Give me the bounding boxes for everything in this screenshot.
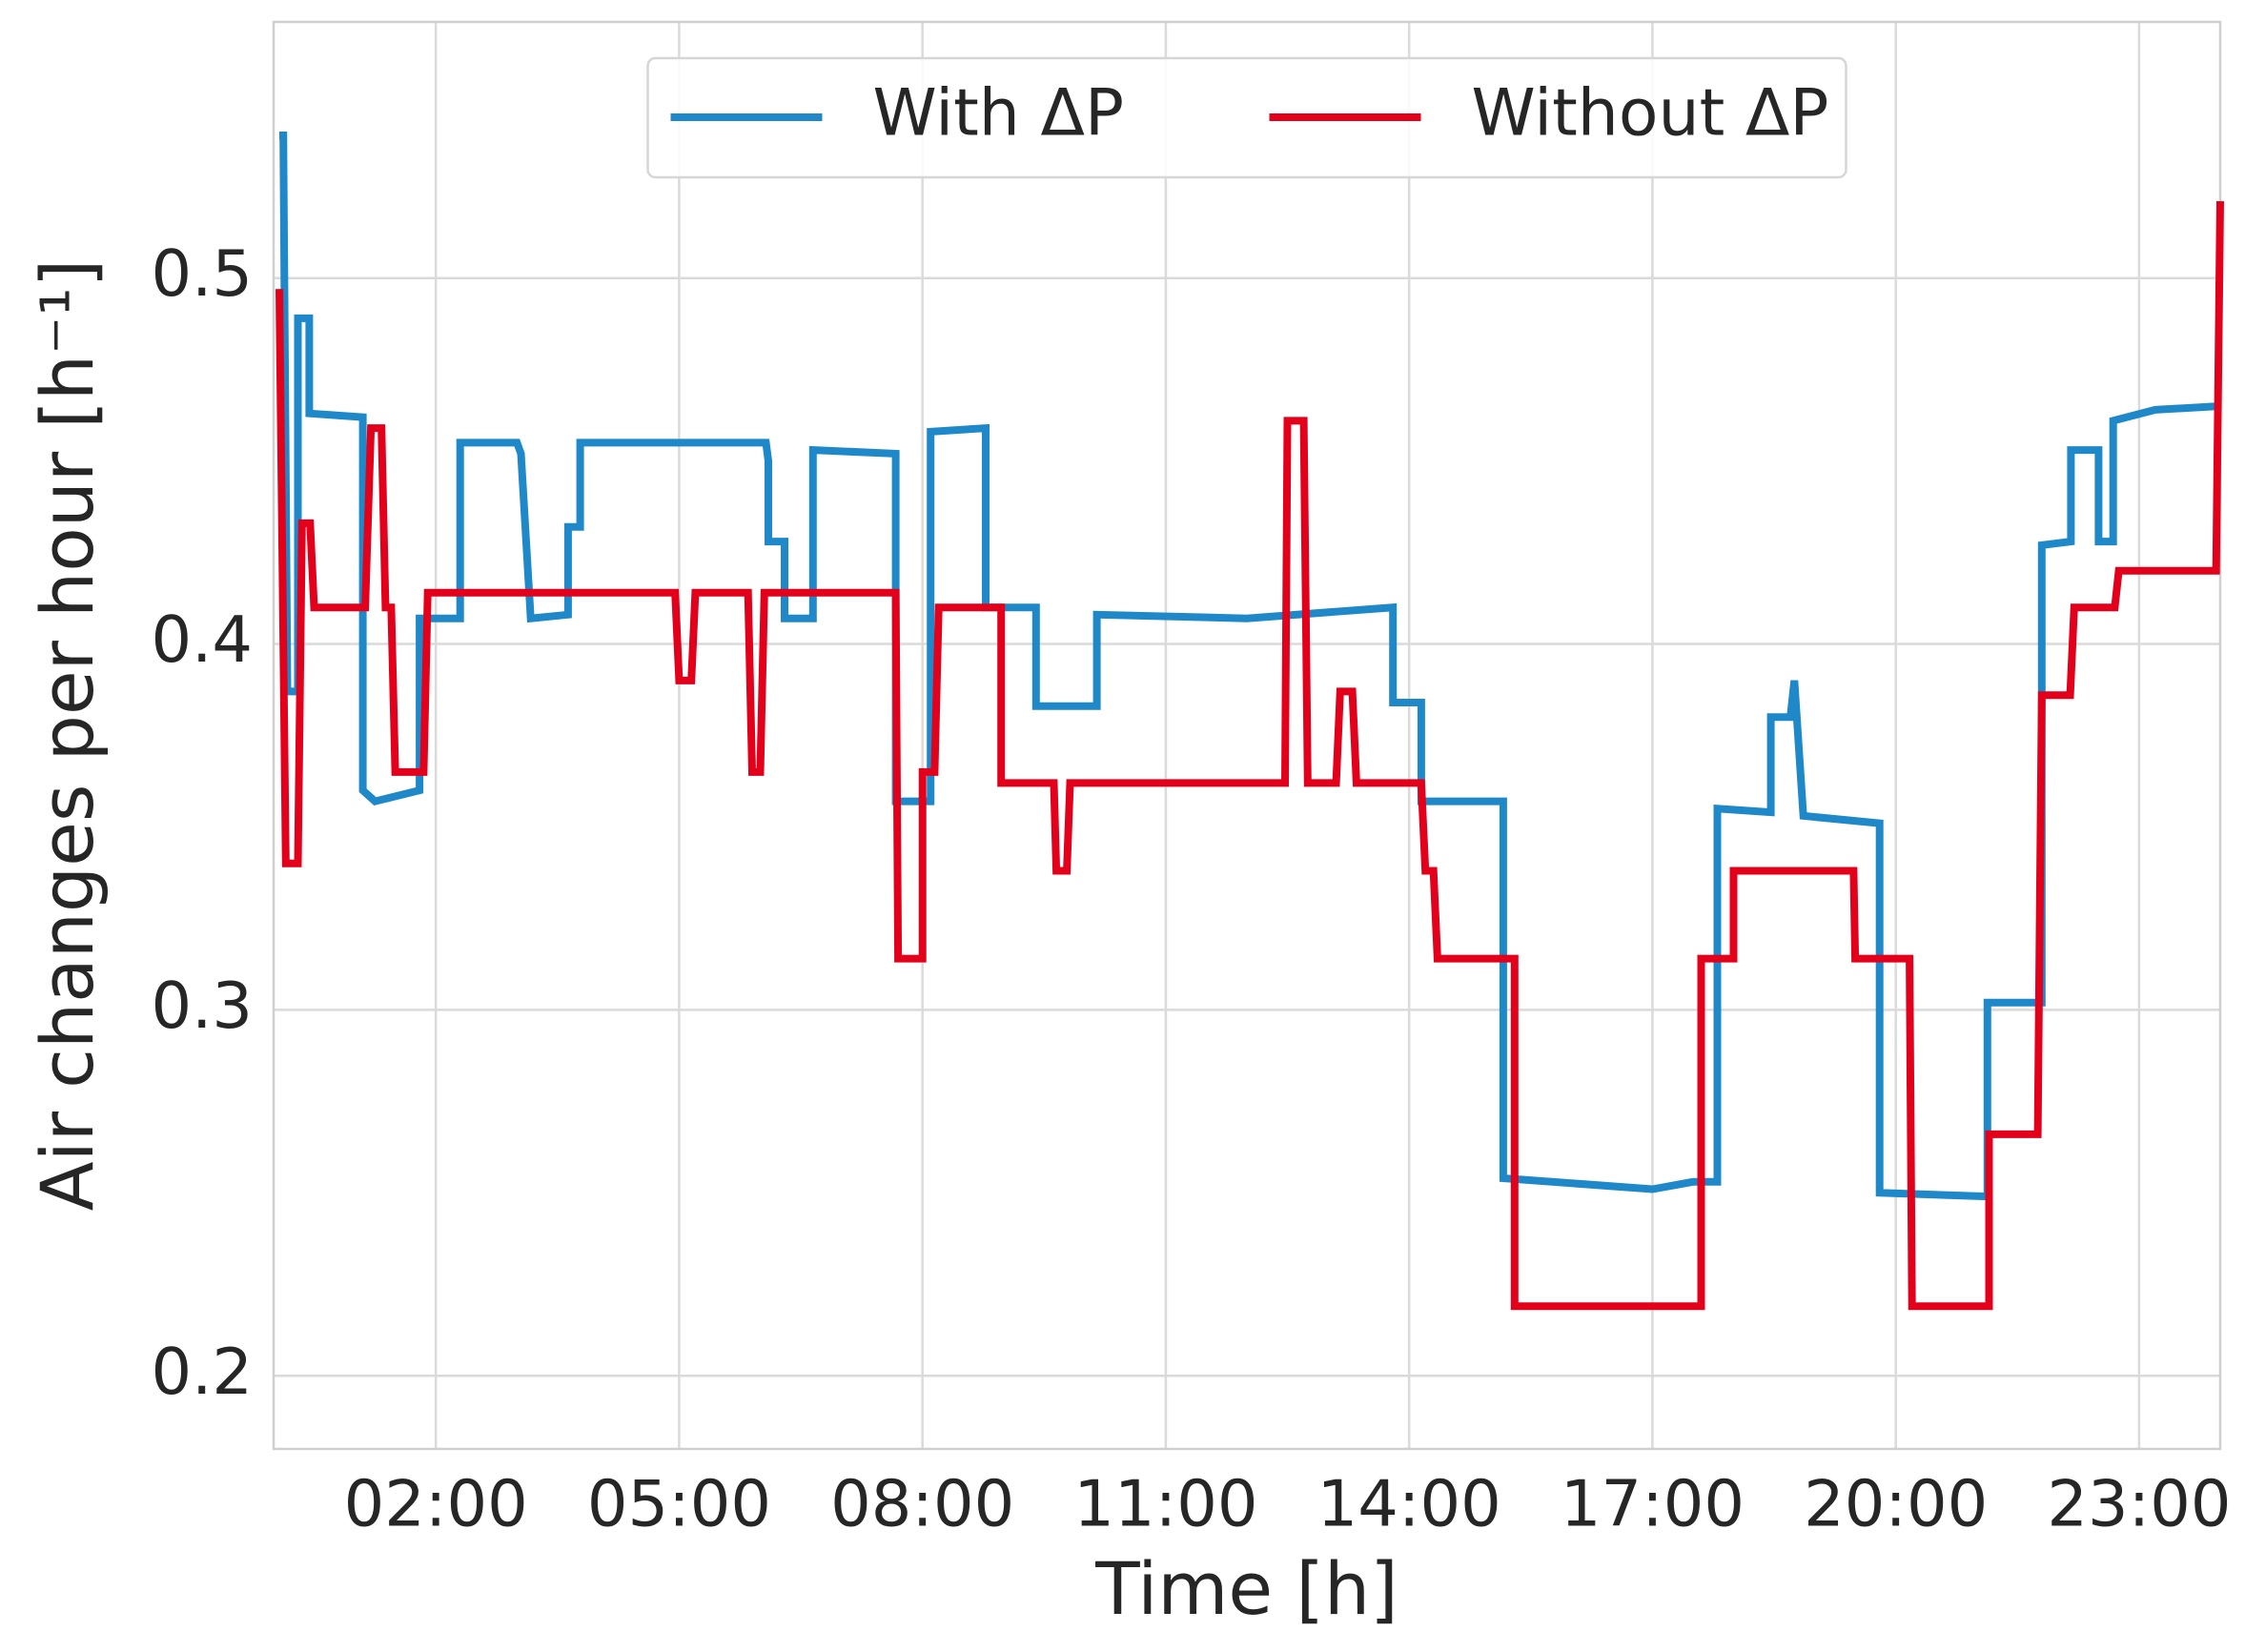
legend: With ΔP Without ΔP bbox=[646, 56, 1847, 179]
y-tick-label: 0.4 bbox=[151, 602, 253, 677]
y-tick-label: 0.5 bbox=[151, 236, 253, 311]
data-line bbox=[279, 132, 2221, 1201]
legend-label: Without ΔP bbox=[1472, 76, 1829, 152]
y-tick-label: 0.2 bbox=[151, 1335, 253, 1409]
y-axis-label: Air changes per hour [h⁻¹] bbox=[25, 259, 110, 1212]
x-tick-label: 20:00 bbox=[1804, 1467, 1988, 1541]
x-tick-label: 08:00 bbox=[830, 1467, 1014, 1541]
x-tick-label: 05:00 bbox=[587, 1467, 771, 1541]
x-tick-label: 11:00 bbox=[1073, 1467, 1257, 1541]
x-tick-label: 23:00 bbox=[2047, 1467, 2231, 1541]
x-tick-label: 14:00 bbox=[1317, 1467, 1501, 1541]
y-tick-label: 0.3 bbox=[151, 969, 253, 1043]
data-line bbox=[276, 201, 2224, 1311]
x-axis-label: Time [h] bbox=[1094, 1546, 1398, 1631]
legend-box bbox=[646, 56, 1847, 179]
x-tick-label: 17:00 bbox=[1561, 1467, 1745, 1541]
x-tick-label: 02:00 bbox=[344, 1467, 528, 1541]
legend-label: With ΔP bbox=[873, 76, 1125, 152]
plot-frame bbox=[272, 20, 2222, 1451]
